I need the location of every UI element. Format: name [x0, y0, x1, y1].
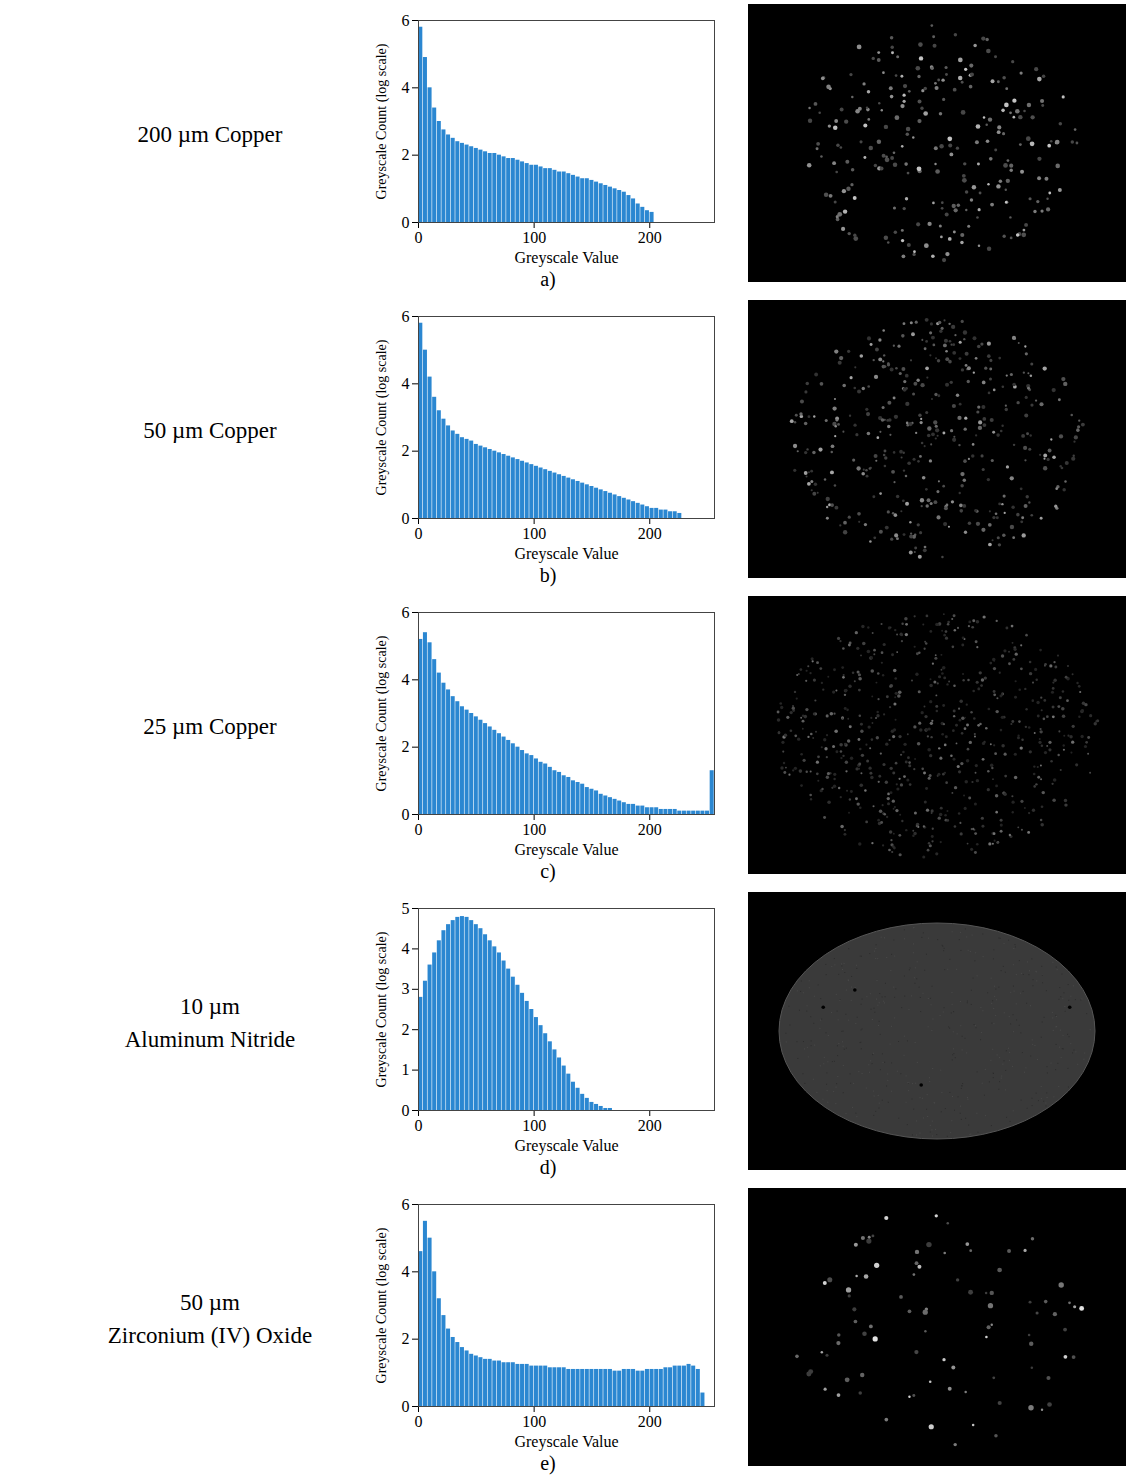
svg-text:Greyscale Count (log scale): Greyscale Count (log scale): [374, 43, 390, 199]
svg-text:2: 2: [402, 1021, 410, 1038]
html-text:25 µm Copper: 25 µm Copper: [143, 714, 277, 740]
svg-text:0: 0: [402, 806, 410, 823]
svg-text:Greyscale Count (log scale): Greyscale Count (log scale): [374, 339, 390, 495]
svg-text:2: 2: [402, 146, 410, 163]
svg-text:0: 0: [415, 821, 423, 838]
html-text:a): a): [540, 268, 556, 290]
svg-text:6: 6: [402, 308, 410, 325]
svg-text:Greyscale Value: Greyscale Value: [514, 1433, 618, 1451]
svg-text:4: 4: [402, 671, 410, 688]
svg-text:0: 0: [415, 1413, 423, 1430]
svg-text:Greyscale Value: Greyscale Value: [514, 1137, 618, 1155]
svg-text:0: 0: [415, 525, 423, 542]
svg-text:2: 2: [402, 1330, 410, 1347]
svg-text:100: 100: [522, 229, 546, 246]
html-text:10 µm Aluminum Nitride: 10 µm Aluminum Nitride: [124, 993, 296, 1052]
svg-text:0: 0: [402, 214, 410, 231]
html-text:e): e): [540, 1452, 556, 1474]
svg-text:100: 100: [522, 1413, 546, 1430]
svg-text:6: 6: [402, 1196, 410, 1213]
svg-text:1: 1: [402, 1061, 410, 1078]
svg-text:0: 0: [415, 229, 423, 246]
svg-text:Greyscale Count (log scale): Greyscale Count (log scale): [374, 1227, 390, 1383]
svg-text:2: 2: [402, 738, 410, 755]
svg-text:Greyscale Value: Greyscale Value: [514, 841, 618, 859]
svg-text:100: 100: [522, 1117, 546, 1134]
svg-text:3: 3: [402, 980, 410, 997]
svg-text:5: 5: [402, 900, 410, 917]
svg-text:6: 6: [402, 604, 410, 621]
svg-text:Greyscale Value: Greyscale Value: [514, 249, 618, 267]
html-text:50 µm Zirconium (IV) Oxide: 50 µm Zirconium (IV) Oxide: [107, 1289, 313, 1348]
svg-text:4: 4: [402, 940, 410, 957]
svg-text:4: 4: [402, 375, 410, 392]
html-text:200 µm Copper: 200 µm Copper: [137, 122, 283, 148]
svg-text:6: 6: [402, 12, 410, 29]
svg-text:4: 4: [402, 1263, 410, 1280]
svg-text:Greyscale Count (log scale): Greyscale Count (log scale): [374, 931, 390, 1087]
svg-text:200: 200: [638, 821, 662, 838]
html-text:50 µm Copper: 50 µm Copper: [143, 418, 277, 444]
svg-text:200: 200: [638, 1413, 662, 1430]
html-text:b): b): [539, 564, 557, 586]
svg-text:0: 0: [402, 1102, 410, 1119]
svg-text:Greyscale Count (log scale): Greyscale Count (log scale): [374, 635, 390, 791]
svg-text:Greyscale Value: Greyscale Value: [514, 545, 618, 563]
svg-text:4: 4: [402, 79, 410, 96]
svg-text:100: 100: [522, 525, 546, 542]
svg-text:200: 200: [638, 229, 662, 246]
svg-text:100: 100: [522, 821, 546, 838]
html-text:d): d): [539, 1156, 557, 1178]
svg-text:0: 0: [402, 1398, 410, 1415]
svg-text:200: 200: [638, 525, 662, 542]
svg-text:200: 200: [638, 1117, 662, 1134]
svg-text:0: 0: [415, 1117, 423, 1134]
svg-text:2: 2: [402, 442, 410, 459]
html-text:c): c): [540, 860, 556, 882]
svg-text:0: 0: [402, 510, 410, 527]
